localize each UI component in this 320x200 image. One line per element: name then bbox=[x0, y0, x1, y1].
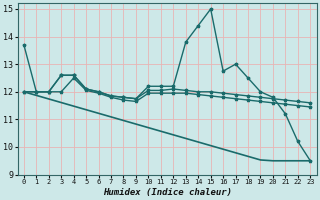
X-axis label: Humidex (Indice chaleur): Humidex (Indice chaleur) bbox=[103, 188, 232, 197]
